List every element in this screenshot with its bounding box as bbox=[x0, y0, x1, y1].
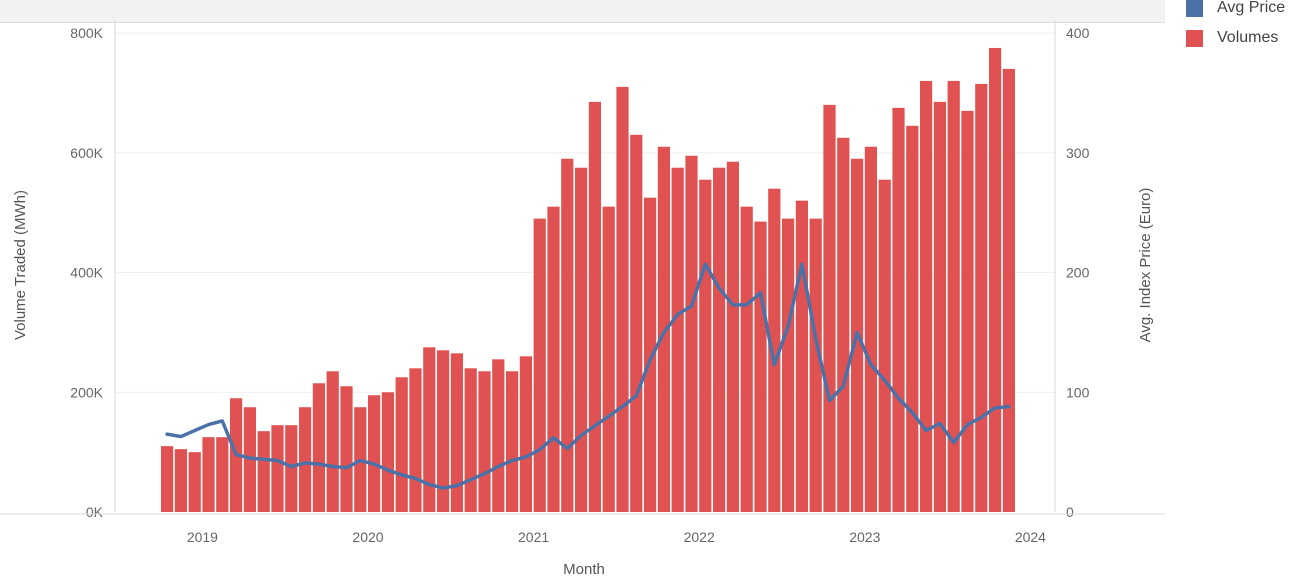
volume-bar[interactable] bbox=[395, 377, 408, 512]
volume-bar[interactable] bbox=[892, 107, 905, 512]
volume-bar[interactable] bbox=[188, 452, 201, 513]
y2-tick-label: 400 bbox=[1066, 25, 1090, 41]
volume-bar[interactable] bbox=[216, 437, 229, 512]
combo-chart: 0K 0 200K 100 400K 200 600K 300 800K 400 2019 2020 2… bbox=[0, 20, 1165, 578]
volume-bar[interactable] bbox=[478, 371, 491, 512]
legend-swatch-volumes bbox=[1186, 29, 1203, 47]
volume-bar[interactable] bbox=[575, 167, 588, 512]
x-tick-label: 2019 bbox=[187, 529, 218, 545]
volume-bar[interactable] bbox=[326, 371, 339, 512]
volume-bar[interactable] bbox=[961, 110, 974, 512]
volume-bar[interactable] bbox=[768, 188, 781, 513]
volume-bar[interactable] bbox=[699, 179, 712, 512]
x-tick-label: 2022 bbox=[684, 529, 715, 545]
y2-axis-title: Avg. Index Price (Euro) bbox=[1137, 188, 1154, 343]
volume-bar[interactable] bbox=[409, 368, 422, 512]
y-tick-label: 200K bbox=[70, 384, 103, 400]
volume-bar[interactable] bbox=[726, 161, 739, 513]
volume-bar[interactable] bbox=[602, 206, 615, 512]
axes: 0K 0 200K 100 400K 200 600K 300 800K 400 2019 2020 2… bbox=[0, 20, 1165, 545]
volume-bar[interactable] bbox=[920, 80, 933, 513]
volume-bar[interactable] bbox=[492, 359, 505, 512]
legend-swatch-avg-price bbox=[1186, 0, 1203, 17]
y2-tick-label: 300 bbox=[1066, 145, 1090, 161]
volume-bar[interactable] bbox=[657, 146, 670, 512]
volume-bar[interactable] bbox=[989, 47, 1002, 512]
legend-label-avg-price: Avg Price bbox=[1217, 0, 1286, 16]
volume-bar[interactable] bbox=[202, 437, 215, 512]
volume-bar[interactable] bbox=[837, 137, 850, 512]
avg-price-series-line[interactable] bbox=[165, 262, 1011, 490]
legend-label-volumes: Volumes bbox=[1217, 29, 1279, 46]
y2-tick-label: 200 bbox=[1066, 265, 1090, 281]
volume-bar[interactable] bbox=[740, 206, 753, 512]
volume-bar[interactable] bbox=[257, 431, 270, 512]
y-tick-label: 600K bbox=[70, 145, 103, 161]
volume-bar[interactable] bbox=[644, 197, 657, 512]
volume-bars[interactable] bbox=[161, 47, 1015, 513]
volume-bar[interactable] bbox=[933, 101, 946, 513]
volume-bar[interactable] bbox=[340, 386, 353, 512]
volume-bar[interactable] bbox=[713, 167, 726, 512]
volume-bar[interactable] bbox=[312, 383, 325, 512]
avg-price-line[interactable] bbox=[165, 262, 1011, 490]
volume-bar[interactable] bbox=[285, 425, 298, 512]
volume-bar[interactable] bbox=[506, 371, 519, 512]
volume-bar[interactable] bbox=[975, 83, 988, 512]
volume-bar[interactable] bbox=[174, 449, 187, 512]
volume-bar[interactable] bbox=[299, 407, 312, 512]
x-tick-label: 2020 bbox=[352, 529, 383, 545]
volume-bar[interactable] bbox=[906, 125, 919, 512]
volume-bar[interactable] bbox=[754, 221, 767, 513]
y-axis-title: Volume Traded (MWh) bbox=[12, 190, 29, 340]
y-tick-label: 800K bbox=[70, 25, 103, 41]
x-tick-label: 2023 bbox=[849, 529, 880, 545]
x-tick-label: 2021 bbox=[518, 529, 549, 545]
volume-bar[interactable] bbox=[795, 200, 808, 512]
volume-bar[interactable] bbox=[368, 395, 381, 512]
legend-item-volumes[interactable]: Volumes bbox=[1186, 23, 1306, 53]
volume-bar[interactable] bbox=[271, 425, 284, 512]
y-tick-label: 400K bbox=[70, 265, 103, 281]
legend: Avg Price Volumes bbox=[1186, 0, 1306, 53]
volume-bar[interactable] bbox=[878, 179, 891, 512]
volume-bar[interactable] bbox=[685, 155, 698, 513]
volume-bar[interactable] bbox=[547, 206, 560, 512]
volume-bar[interactable] bbox=[823, 104, 836, 512]
volume-bar[interactable] bbox=[616, 86, 629, 512]
volume-bar[interactable] bbox=[450, 353, 463, 512]
volume-bar[interactable] bbox=[464, 368, 477, 512]
volume-bar[interactable] bbox=[671, 167, 684, 512]
y2-tick-label: 0 bbox=[1066, 504, 1074, 520]
volume-bar[interactable] bbox=[561, 158, 574, 513]
volume-bar[interactable] bbox=[782, 218, 795, 513]
volume-bar[interactable] bbox=[381, 392, 394, 512]
legend-item-avg-price[interactable]: Avg Price bbox=[1186, 0, 1306, 23]
x-axis-title: Month bbox=[563, 561, 605, 578]
y-tick-label: 0K bbox=[86, 504, 104, 520]
sheet-header-bar bbox=[0, 0, 1165, 23]
volume-bar[interactable] bbox=[423, 347, 436, 512]
volume-bar[interactable] bbox=[588, 101, 601, 513]
volume-bar[interactable] bbox=[437, 350, 450, 512]
volume-bar[interactable] bbox=[864, 146, 877, 512]
volume-bar[interactable] bbox=[161, 446, 174, 512]
volume-bar[interactable] bbox=[630, 134, 643, 513]
x-tick-label: 2024 bbox=[1015, 529, 1046, 545]
volume-bar[interactable] bbox=[533, 218, 546, 513]
volume-bar[interactable] bbox=[947, 80, 960, 513]
volume-bar[interactable] bbox=[519, 356, 532, 512]
volume-bar[interactable] bbox=[809, 218, 822, 513]
y2-tick-label: 100 bbox=[1066, 384, 1090, 400]
volume-bar[interactable] bbox=[1002, 68, 1015, 513]
